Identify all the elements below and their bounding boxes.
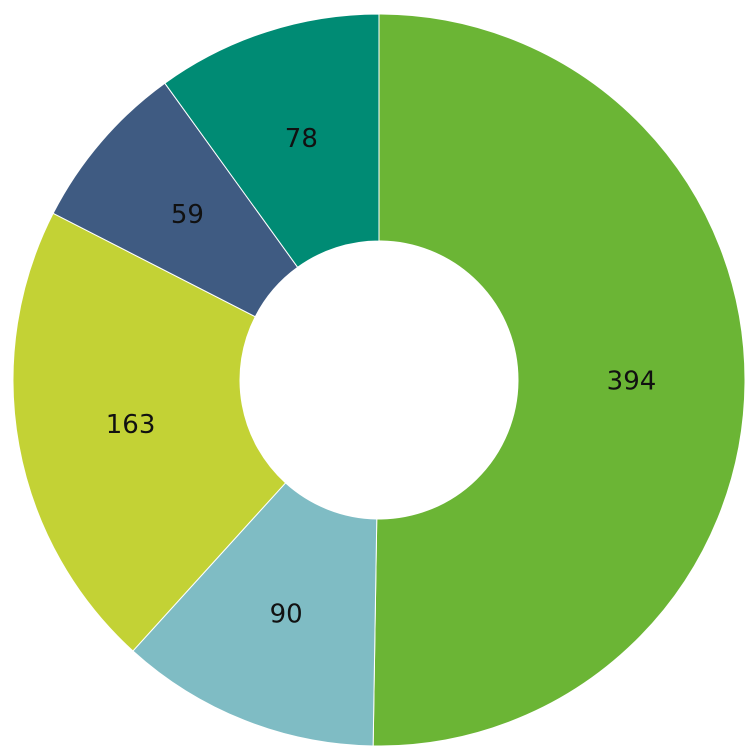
slice: [12, 212, 287, 652]
slice: [372, 13, 745, 747]
value-label: 78: [285, 124, 318, 154]
value-label: 394: [607, 367, 657, 397]
value-label: 163: [106, 410, 156, 440]
slice: [164, 13, 380, 268]
slice: [132, 482, 378, 747]
value-label: 90: [270, 599, 303, 629]
value-label: 59: [171, 200, 204, 230]
